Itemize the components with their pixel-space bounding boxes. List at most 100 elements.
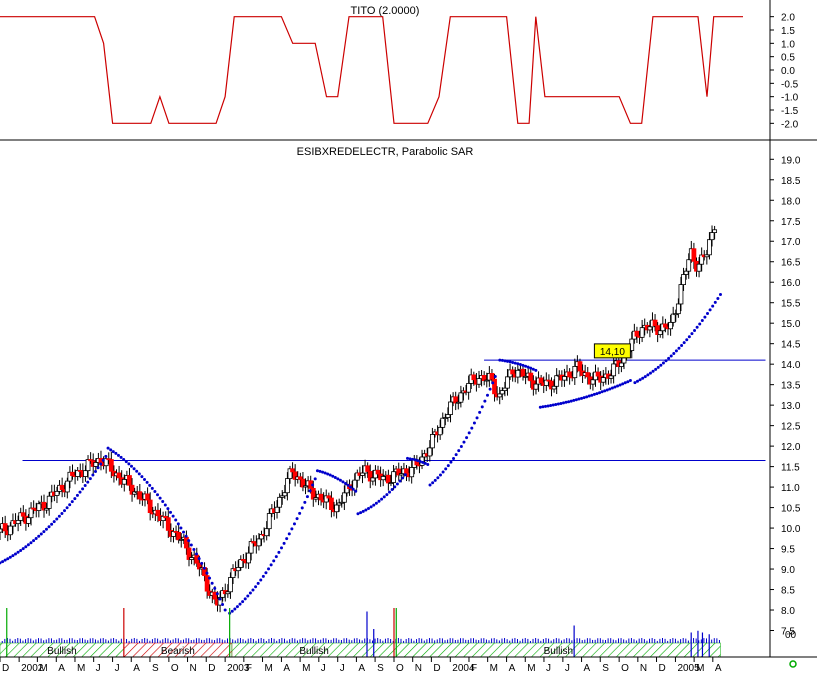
- sar-dot: [518, 363, 522, 367]
- x-tick-label: D: [433, 663, 440, 674]
- x-tick-label: M: [265, 663, 273, 674]
- candle-body: [15, 519, 21, 525]
- sar-dot: [256, 581, 260, 585]
- x-tick-label: M: [527, 663, 535, 674]
- sar-dot: [93, 469, 97, 473]
- candle-body: [686, 259, 692, 272]
- candle-body: [543, 379, 549, 386]
- candle-body: [225, 591, 231, 595]
- candle-body: [264, 528, 270, 537]
- candle-body: [196, 562, 202, 570]
- sar-dot: [664, 359, 668, 363]
- sar-dot: [223, 608, 227, 612]
- candle-body: [440, 417, 446, 428]
- price-tick-label: 17.5: [781, 217, 801, 228]
- candle-body: [502, 387, 508, 391]
- sar-dot: [526, 365, 530, 369]
- sar-dot: [564, 400, 568, 404]
- sar-dot: [156, 493, 160, 497]
- candle-body: [290, 468, 295, 473]
- x-tick-label: M: [490, 663, 498, 674]
- candle-body: [380, 476, 386, 481]
- candle-body: [155, 509, 161, 517]
- sar-dot: [406, 456, 410, 460]
- price-candles: [0, 225, 718, 613]
- sar-dot: [341, 480, 345, 484]
- sar-dot: [411, 457, 415, 461]
- sar-dot: [111, 450, 115, 454]
- sar-dot: [444, 467, 448, 471]
- sar-dot: [315, 469, 319, 473]
- sar-dot: [556, 402, 560, 406]
- candle-body: [160, 515, 166, 522]
- x-tick-label: J: [565, 663, 570, 674]
- sar-dot: [667, 356, 671, 360]
- candle-body: [266, 513, 272, 530]
- sar-dot: [16, 550, 20, 554]
- sar-dot: [26, 543, 30, 547]
- sar-dot: [218, 597, 222, 601]
- sar-dot: [145, 480, 149, 484]
- sar-dot: [423, 461, 427, 465]
- sar-dot: [37, 534, 41, 538]
- sar-dot: [50, 522, 54, 526]
- candle-body: [336, 502, 342, 506]
- x-tick-label: M: [77, 663, 85, 674]
- candle-body: [398, 473, 404, 476]
- candle-body: [230, 568, 236, 578]
- sar-dot: [385, 493, 389, 497]
- price-tick-label: 14.5: [781, 340, 801, 351]
- price-tick-label: 10.5: [781, 504, 801, 515]
- candle-body: [699, 254, 705, 265]
- sar-dot: [81, 487, 85, 491]
- x-tick-label: N: [415, 663, 422, 674]
- candle-body: [235, 567, 241, 572]
- sar-dot: [132, 467, 136, 471]
- sar-dot: [674, 349, 678, 353]
- price-tick-label: 13.5: [781, 381, 801, 392]
- sar-dot: [354, 489, 358, 493]
- sar-dot: [21, 547, 25, 551]
- sar-dot: [472, 421, 476, 425]
- sar-dot: [491, 381, 495, 385]
- sar-dot: [377, 499, 381, 503]
- candle-body: [173, 531, 179, 533]
- sar-dot: [521, 363, 525, 367]
- sar-dot: [259, 578, 263, 582]
- sar-dot: [534, 368, 538, 372]
- sar-dot: [83, 484, 87, 488]
- candle-body: [300, 478, 306, 488]
- sar-dot: [524, 364, 528, 368]
- sar-dot: [636, 379, 640, 383]
- sar-dot: [148, 483, 152, 487]
- sar-dot: [197, 557, 201, 561]
- sar-dot: [174, 518, 178, 522]
- sar-dot: [328, 473, 332, 477]
- candle-body: [497, 393, 503, 398]
- sar-dot: [137, 472, 141, 476]
- sar-dot: [428, 483, 432, 487]
- sar-dot: [659, 363, 663, 367]
- price-tick-label: 16.5: [781, 258, 801, 269]
- sar-dot: [361, 509, 365, 513]
- sar-dot: [551, 403, 555, 407]
- sar-dot: [261, 574, 265, 578]
- candle-body: [611, 363, 617, 377]
- sar-dot: [333, 475, 337, 479]
- sar-dot: [562, 401, 566, 405]
- sar-dot: [718, 293, 722, 297]
- sar-dot: [274, 555, 278, 559]
- sar-dot: [372, 503, 376, 507]
- sar-dot: [78, 490, 82, 494]
- sar-dot: [221, 602, 225, 606]
- annotation-text: 14,10: [600, 347, 625, 358]
- x-tick-label: A: [283, 663, 290, 674]
- sar-dot: [0, 561, 2, 565]
- tito-tick-label: 2.0: [781, 13, 795, 24]
- candle-body: [354, 472, 360, 481]
- sar-dot: [693, 329, 697, 333]
- sar-dot: [338, 478, 342, 482]
- candle-body: [657, 330, 663, 335]
- sar-dot: [326, 472, 330, 476]
- sar-dot: [483, 399, 487, 403]
